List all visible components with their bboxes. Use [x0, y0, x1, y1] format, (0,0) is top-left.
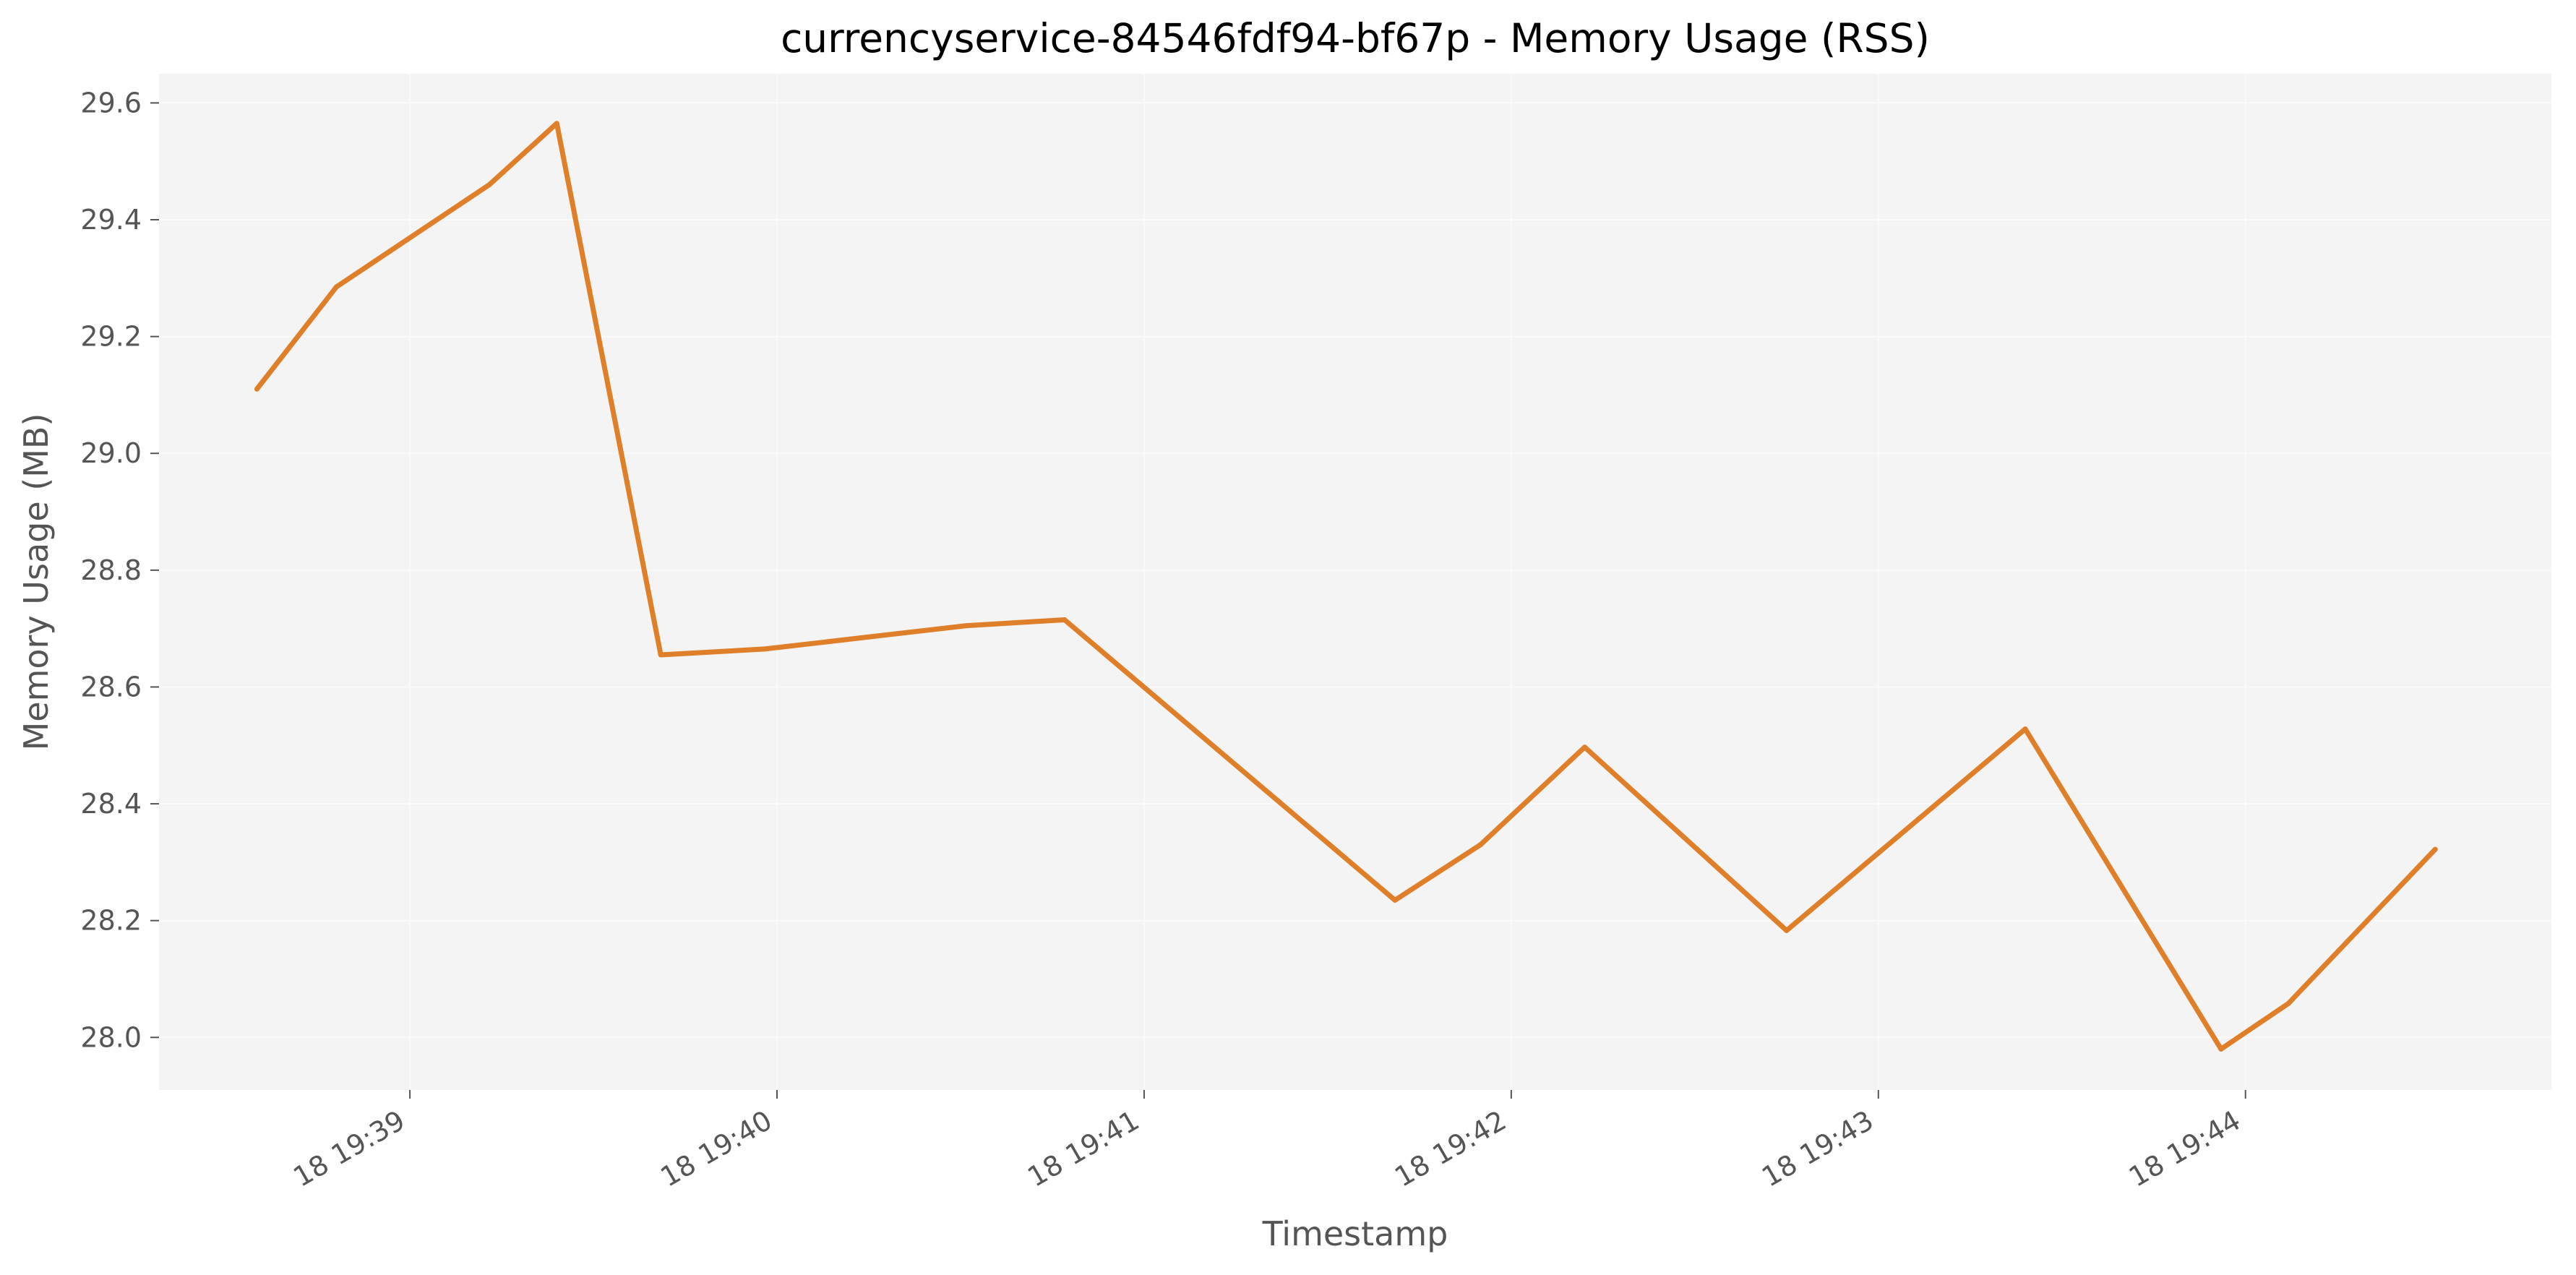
data-point — [2432, 846, 2438, 852]
y-tick-label: 28.4 — [80, 788, 142, 820]
x-axis-ticks: 18 19:39 18 19:40 18 19:41 18 19:42 18 19:43… — [288, 1090, 2246, 1193]
grid-lines — [159, 74, 2551, 1090]
y-tick-label: 28.8 — [80, 554, 142, 586]
data-point — [334, 284, 339, 290]
data-point — [1478, 842, 1483, 848]
y-axis-ticks: 28.0 28.2 28.4 28.6 28.8 29.0 29.2 29.4 29.6 — [80, 87, 159, 1053]
y-tick-label: 29.4 — [80, 204, 142, 236]
data-point — [1784, 927, 1790, 933]
data-point — [762, 646, 768, 652]
x-axis-label: Timestamp — [1262, 1214, 1448, 1253]
data-point — [2022, 726, 2028, 732]
y-tick-label: 29.2 — [80, 321, 142, 353]
data-point — [1392, 897, 1398, 903]
y-tick-label: 28.6 — [80, 671, 142, 703]
chart-title: currencyservice-84546fdf94-bf67p - Memor… — [781, 15, 1930, 61]
data-point — [2218, 1046, 2224, 1052]
data-point — [1582, 744, 1587, 750]
y-tick-label: 29.6 — [80, 87, 142, 119]
data-point — [254, 386, 259, 392]
data-point — [2285, 1000, 2291, 1006]
y-tick-label: 28.2 — [80, 905, 142, 937]
x-tick-label: 18 19:40 — [655, 1104, 777, 1193]
x-tick-label: 18 19:42 — [1389, 1104, 1511, 1193]
series-lines — [254, 121, 2438, 1052]
x-tick-label: 18 19:44 — [2124, 1104, 2246, 1193]
x-tick-label: 18 19:41 — [1022, 1104, 1144, 1193]
memory-usage-line — [254, 121, 2438, 1052]
data-point — [658, 652, 664, 658]
plot-area — [159, 74, 2551, 1090]
data-point — [486, 182, 492, 187]
y-tick-label: 29.0 — [80, 437, 142, 469]
y-tick-label: 28.0 — [80, 1021, 142, 1053]
x-tick-label: 18 19:39 — [288, 1104, 410, 1193]
data-point — [1062, 617, 1068, 622]
data-point — [963, 623, 969, 629]
y-axis-label: Memory Usage (MB) — [17, 413, 56, 751]
x-tick-label: 18 19:43 — [1756, 1104, 1879, 1193]
data-point — [554, 121, 559, 126]
